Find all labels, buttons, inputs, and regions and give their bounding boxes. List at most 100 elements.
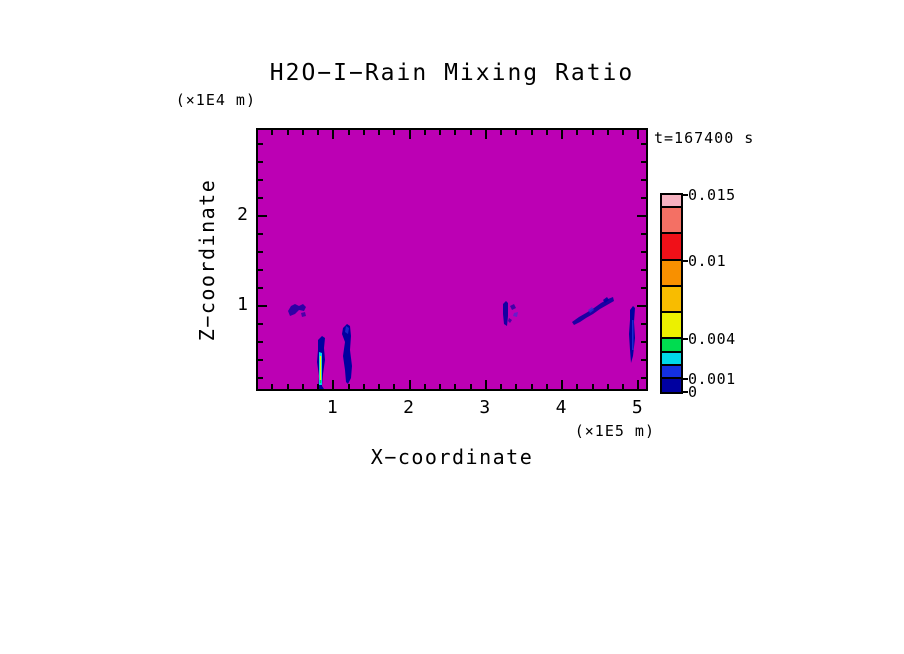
z-minor-tick [258,143,263,145]
x-minor-tick [439,384,441,389]
x-major-tick [409,380,411,389]
x-minor-tick [515,384,517,389]
rain-feature-small-speckle-patch [288,304,306,316]
x-minor-tick [470,130,472,135]
x-major-tick [332,380,334,389]
colorbar-tick-label: 0.015 [688,186,736,204]
x-minor-tick [454,130,456,135]
x-minor-tick [622,384,624,389]
z-minor-tick [258,269,263,271]
x-minor-tick [378,130,380,135]
rain-feature-rain-shaft-solid [345,326,349,334]
x-minor-tick [317,130,319,135]
x-tick-label: 5 [631,397,643,418]
rain-feature-speckled-patch-mid [513,312,518,317]
z-minor-tick [641,359,646,361]
x-minor-tick [515,130,517,135]
x-minor-tick [287,384,289,389]
rain-feature-rain-shaft-with-bright-core [319,380,322,383]
colorbar-segment [662,366,681,379]
z-minor-tick [258,251,263,253]
rain-feature-rain-shaft-solid [342,324,352,384]
x-minor-tick [393,130,395,135]
rain-features-layer [288,297,635,389]
colorbar-tick [683,391,688,393]
z-minor-tick [641,269,646,271]
z-minor-tick [641,179,646,181]
x-minor-tick [287,130,289,135]
colorbar-segment [662,195,681,208]
x-major-tick [561,130,563,139]
x-minor-tick [454,384,456,389]
x-minor-tick [607,130,609,135]
rain-feature-diagonal-streak [603,297,609,303]
x-axis-label: X−coordinate [370,445,534,469]
x-minor-tick [348,130,350,135]
x-minor-tick [500,130,502,135]
x-minor-tick [424,130,426,135]
x-minor-tick [500,384,502,389]
rain-feature-diagonal-streak [588,307,594,313]
x-tick-label: 1 [326,397,338,418]
z-minor-tick [258,341,263,343]
z-minor-tick [641,161,646,163]
z-major-tick [637,305,646,307]
rain-feature-thin-vertical-streak-right [632,320,634,350]
z-major-tick [258,215,267,217]
z-minor-tick [641,233,646,235]
x-major-tick [637,380,639,389]
rain-feature-small-speckle-patch [301,312,306,317]
colorbar-tick [683,260,688,262]
x-minor-tick [531,130,533,135]
x-minor-tick [271,130,273,135]
x-minor-tick [393,384,395,389]
x-axis-unit-label: (×1E5 m) [574,422,655,440]
colorbar-tick-label: 0.001 [688,370,736,388]
x-minor-tick [546,130,548,135]
rain-feature-diagonal-streak [572,297,614,325]
colorbar-segment [662,234,681,261]
rain-feature-speckled-patch-mid [510,304,516,310]
x-major-tick [561,380,563,389]
x-minor-tick [271,384,273,389]
colorbar [660,193,683,394]
x-major-tick [485,130,487,139]
x-major-tick [485,380,487,389]
colorbar-tick-label: 0 [688,383,698,401]
x-minor-tick [592,384,594,389]
timestamp-label: t=167400 s [654,129,755,147]
z-minor-tick [641,377,646,379]
x-tick-label: 2 [403,397,414,418]
z-axis-unit-label: (×1E4 m) [175,91,256,109]
x-minor-tick [576,384,578,389]
colorbar-tick [683,378,688,380]
z-major-tick [637,215,646,217]
colorbar-segment [662,353,681,366]
z-minor-tick [641,197,646,199]
colorbar-segment [662,261,681,287]
x-minor-tick [302,384,304,389]
z-tick-label: 1 [237,294,248,315]
z-minor-tick [641,143,646,145]
rain-feature-speckled-patch-mid [503,301,508,326]
z-minor-tick [641,341,646,343]
z-major-tick [258,305,267,307]
z-minor-tick [258,179,263,181]
colorbar-tick-label: 0.004 [688,330,736,348]
z-minor-tick [258,233,263,235]
z-minor-tick [258,161,263,163]
colorbar-tick-label: 0.01 [688,252,727,270]
x-minor-tick [531,384,533,389]
x-minor-tick [348,384,350,389]
x-minor-tick [378,384,380,389]
x-minor-tick [317,384,319,389]
z-tick-label: 2 [237,204,248,225]
plot-area [256,128,648,391]
rain-feature-rain-shaft-with-bright-core [319,356,322,380]
z-minor-tick [258,197,263,199]
colorbar-segment [662,313,681,339]
x-major-tick [409,130,411,139]
x-minor-tick [576,130,578,135]
z-minor-tick [258,359,263,361]
